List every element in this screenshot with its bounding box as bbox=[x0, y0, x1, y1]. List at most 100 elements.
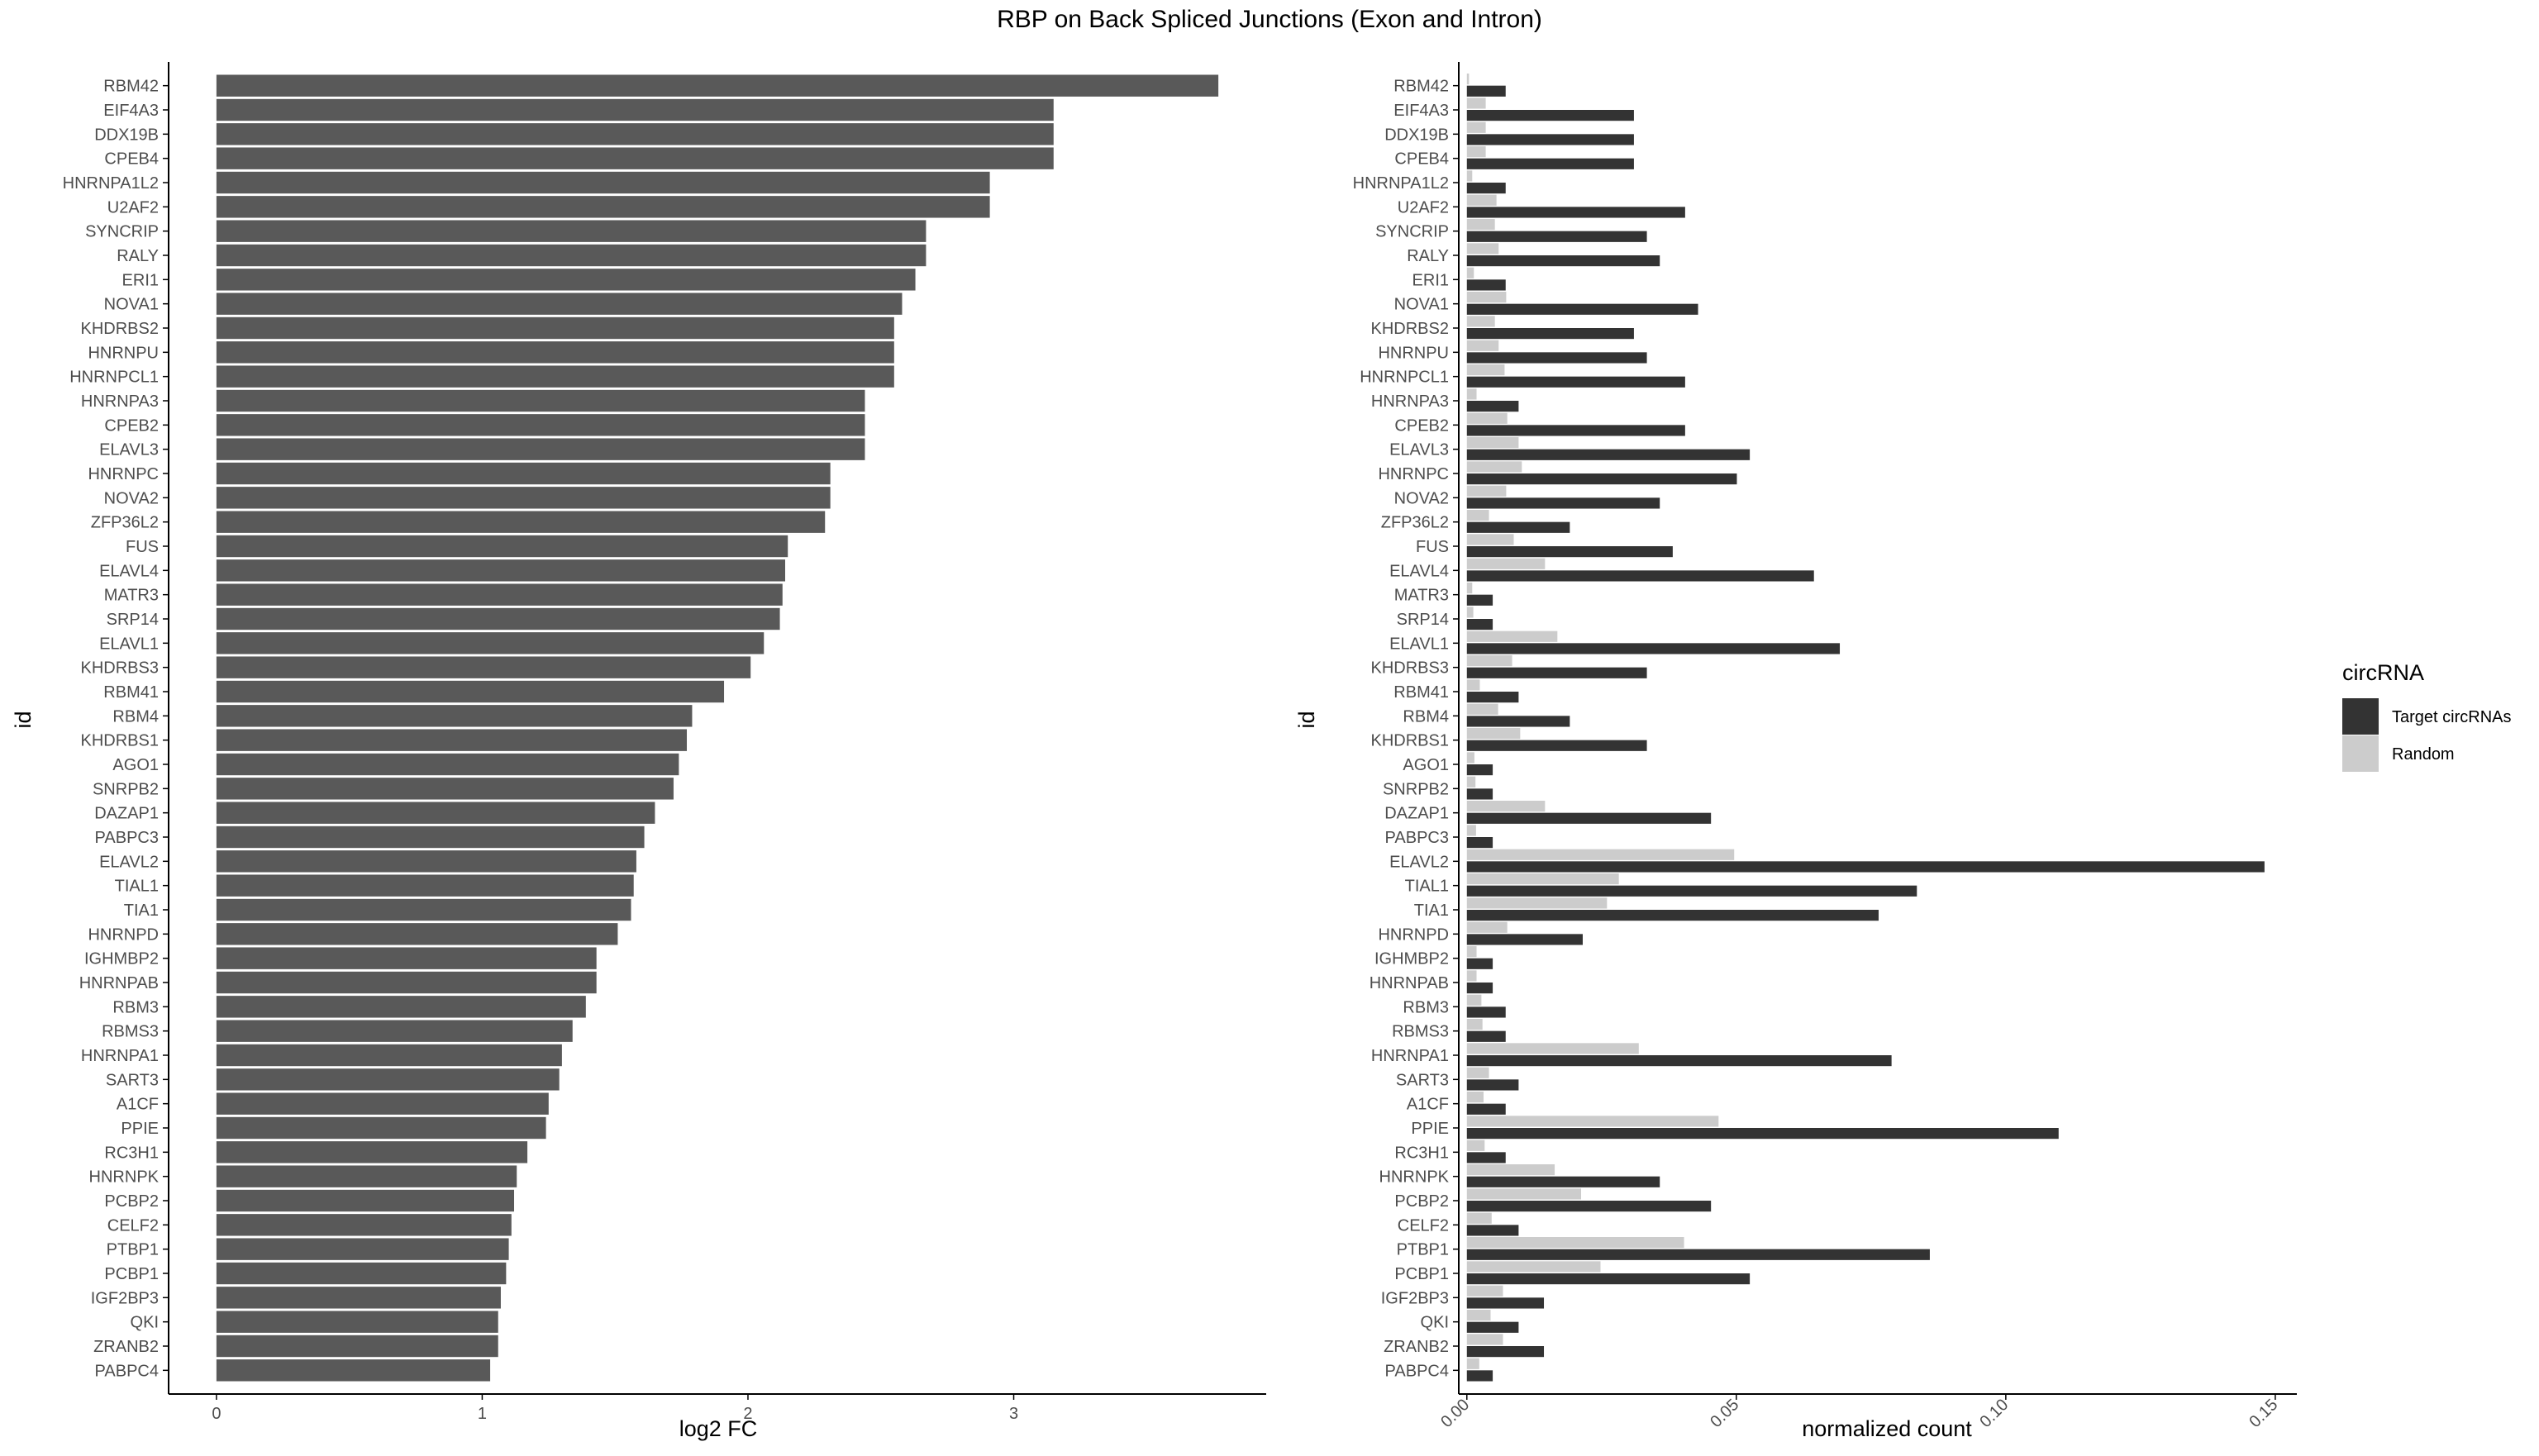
y-tick-label: PCBP1 bbox=[1394, 1265, 1449, 1283]
bar-random-celf2 bbox=[1466, 1212, 1492, 1224]
bar-pcbp2 bbox=[216, 1189, 515, 1212]
y-tick-label: SYNCRIP bbox=[85, 223, 159, 241]
y-tick-label: ERI1 bbox=[1412, 271, 1449, 289]
bar-target-zfp36l2 bbox=[1466, 521, 1570, 533]
bar-target-fus bbox=[1466, 546, 1673, 558]
bar-raly bbox=[216, 244, 927, 267]
y-tick-label: NOVA2 bbox=[104, 489, 159, 507]
bar-random-eif4a3 bbox=[1466, 98, 1486, 109]
y-tick-label: ZFP36L2 bbox=[1381, 514, 1449, 532]
x-tick-label: 1 bbox=[478, 1405, 487, 1423]
bar-target-rc3h1 bbox=[1466, 1152, 1506, 1163]
bar-random-hnrnpc bbox=[1466, 461, 1522, 473]
bar-random-rbm41 bbox=[1466, 679, 1480, 691]
y-tick-label: HNRNPCL1 bbox=[1360, 369, 1449, 387]
left-y-axis-title: id bbox=[11, 711, 36, 728]
bar-snrpb2 bbox=[216, 778, 674, 800]
bar-sart3 bbox=[216, 1068, 560, 1091]
bar-igf2bp3 bbox=[216, 1287, 501, 1309]
y-tick-label: RBM3 bbox=[112, 998, 159, 1016]
bar-ighmbp2 bbox=[216, 947, 597, 969]
bar-random-pabpc4 bbox=[1466, 1358, 1479, 1369]
bar-random-hnrnpa1 bbox=[1466, 1043, 1639, 1054]
y-tick-label: RALY bbox=[1407, 247, 1449, 265]
y-tick-label: RALY bbox=[117, 247, 159, 265]
y-tick-label: ZRANB2 bbox=[93, 1338, 159, 1356]
bar-target-hnrnpcl1 bbox=[1466, 376, 1685, 388]
legend-label-target: Target circRNAs bbox=[2392, 708, 2511, 726]
y-tick-label: CPEB4 bbox=[104, 150, 159, 169]
y-tick-label: IGHMBP2 bbox=[1374, 950, 1449, 968]
bar-random-hnrnpk bbox=[1466, 1164, 1555, 1176]
y-tick-label: RBM41 bbox=[1393, 683, 1449, 702]
bar-nova1 bbox=[216, 293, 903, 315]
bar-random-cpeb4 bbox=[1466, 146, 1486, 158]
y-tick-label: ZRANB2 bbox=[1384, 1338, 1449, 1356]
bar-target-khdrbs1 bbox=[1466, 740, 1647, 751]
y-tick-label: IGHMBP2 bbox=[84, 950, 159, 968]
bar-random-qki bbox=[1466, 1310, 1491, 1321]
x-tick-label: 2 bbox=[743, 1405, 752, 1423]
y-tick-label: DDX19B bbox=[94, 126, 159, 144]
bar-random-hnrnpu bbox=[1466, 340, 1499, 351]
y-tick-label: SART3 bbox=[1396, 1071, 1449, 1089]
bar-syncrip bbox=[216, 220, 927, 242]
bar-rc3h1 bbox=[216, 1141, 528, 1163]
bar-hnrnpcl1 bbox=[216, 365, 894, 388]
y-tick-label: PABPC4 bbox=[95, 1362, 159, 1380]
legend-label-random: Random bbox=[2392, 745, 2455, 764]
bar-hnrnpk bbox=[216, 1165, 517, 1187]
y-tick-label: DAZAP1 bbox=[94, 805, 159, 823]
bar-random-nova2 bbox=[1466, 485, 1507, 497]
y-tick-label: PABPC3 bbox=[1385, 829, 1449, 847]
y-tick-label: RBM42 bbox=[103, 78, 159, 96]
bar-a1cf bbox=[216, 1092, 549, 1115]
bar-target-igf2bp3 bbox=[1466, 1297, 1545, 1309]
bar-random-hnrnpa3 bbox=[1466, 388, 1477, 400]
bar-random-srp14 bbox=[1466, 607, 1474, 618]
y-tick-label: PABPC4 bbox=[1385, 1362, 1449, 1380]
bar-khdrbs2 bbox=[216, 316, 894, 340]
y-tick-label: RBM3 bbox=[1403, 998, 1449, 1016]
y-tick-label: KHDRBS1 bbox=[1371, 732, 1449, 750]
bar-target-matr3 bbox=[1466, 594, 1493, 606]
bar-ago1 bbox=[216, 753, 679, 776]
y-tick-label: NOVA1 bbox=[104, 296, 159, 314]
y-tick-label: HNRNPU bbox=[88, 344, 159, 362]
y-tick-label: PTBP1 bbox=[1397, 1241, 1449, 1259]
y-tick-label: RBMS3 bbox=[1392, 1023, 1449, 1041]
y-tick-label: EIF4A3 bbox=[1393, 102, 1449, 120]
y-tick-label: TIAL1 bbox=[115, 878, 159, 896]
y-tick-label: PPIE bbox=[121, 1120, 159, 1138]
y-tick-label: SYNCRIP bbox=[1375, 223, 1449, 241]
y-tick-label: KHDRBS2 bbox=[81, 320, 159, 338]
bar-random-ighmbp2 bbox=[1466, 946, 1477, 958]
x-tick-label: 0.10 bbox=[1976, 1396, 2012, 1431]
bar-random-elavl2 bbox=[1466, 849, 1735, 860]
bar-random-igf2bp3 bbox=[1466, 1285, 1503, 1297]
y-tick-label: ELAVL3 bbox=[1389, 441, 1449, 459]
bar-target-hnrnpab bbox=[1466, 983, 1493, 994]
y-tick-label: SNRPB2 bbox=[1383, 780, 1449, 798]
bar-random-rbms3 bbox=[1466, 1019, 1483, 1030]
y-tick-label: HNRNPAB bbox=[79, 974, 159, 992]
bar-eif4a3 bbox=[216, 98, 1054, 121]
log2fc-panel: RBM42EIF4A3DDX19BCPEB4HNRNPA1L2U2AF2SYNC… bbox=[63, 62, 1266, 1423]
right-y-axis-title: id bbox=[1294, 711, 1319, 728]
y-tick-label: RC3H1 bbox=[1394, 1144, 1449, 1162]
y-tick-label: IGF2BP3 bbox=[1381, 1289, 1449, 1307]
bar-celf2 bbox=[216, 1214, 512, 1236]
left-x-axis-title: log2 FC bbox=[679, 1416, 758, 1441]
x-tick-label: 0.05 bbox=[1707, 1396, 1742, 1431]
y-tick-label: NOVA2 bbox=[1394, 489, 1449, 507]
bar-eri1 bbox=[216, 269, 916, 291]
bar-target-nova2 bbox=[1466, 497, 1660, 509]
y-tick-label: HNRNPA1L2 bbox=[63, 174, 159, 193]
y-tick-label: IGF2BP3 bbox=[91, 1289, 159, 1307]
bar-target-pcbp2 bbox=[1466, 1201, 1712, 1212]
bar-target-elavl3 bbox=[1466, 449, 1751, 460]
bar-elavl4 bbox=[216, 559, 785, 582]
bar-target-sart3 bbox=[1466, 1079, 1519, 1091]
bar-ppie bbox=[216, 1116, 546, 1140]
